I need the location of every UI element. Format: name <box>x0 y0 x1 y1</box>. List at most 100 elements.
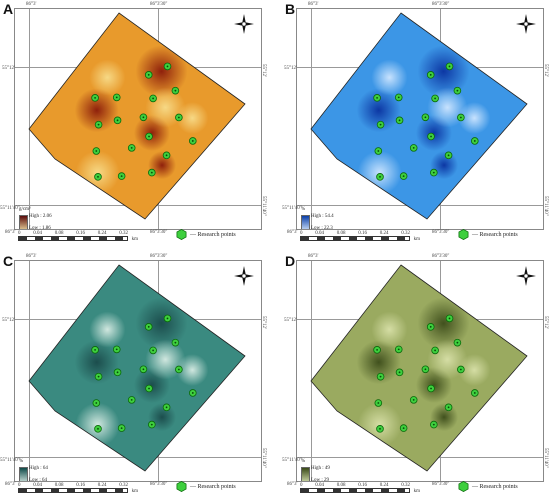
scale-unit: km <box>413 237 420 242</box>
surface-dark-spot <box>356 340 401 385</box>
legend-unit: % <box>19 459 24 464</box>
legend-color-ramp <box>19 215 28 229</box>
research-point-center <box>424 116 427 119</box>
interpolation-surface <box>310 12 528 220</box>
scale-bar: 0 0.04 0.08 0.16 0.24 0.32 km <box>18 483 138 494</box>
research-point-center <box>177 368 180 371</box>
panel-label: A <box>3 1 14 17</box>
scale-tick: 0.04 <box>315 231 324 236</box>
research-point-center <box>148 135 150 138</box>
scale-tick: 0.16 <box>76 483 85 488</box>
scale-bar-graphic <box>18 488 128 493</box>
interpolation-surface <box>28 264 246 472</box>
scale-bar-graphic <box>300 236 410 241</box>
surface-dark-spot <box>417 297 470 350</box>
research-point-key-icon <box>458 229 469 240</box>
scale-unit: km <box>413 489 420 494</box>
research-point-center <box>402 427 405 430</box>
surface-light-spot <box>458 102 491 135</box>
coordinate-label: 86°3' <box>5 482 16 487</box>
map-panel-d: D% High : 49 Low : 29 86°3' 86°3'30" 55°12' 55… <box>282 252 550 496</box>
north-arrow-icon <box>516 266 536 286</box>
legend-low: Low : 1.86 <box>29 226 51 230</box>
research-point-center <box>432 171 435 174</box>
surface-light-spot <box>176 102 209 135</box>
research-point-center <box>447 154 450 157</box>
surface-light-spot <box>357 402 402 447</box>
research-point-center <box>448 65 451 68</box>
research-point-center <box>459 116 462 119</box>
research-point-center <box>142 116 145 119</box>
research-point-center <box>379 427 381 430</box>
scale-tick: 0.24 <box>379 231 389 236</box>
research-point-center <box>130 398 133 401</box>
research-points-key-label: — Research points <box>472 484 518 490</box>
scale-tick: 0.08 <box>336 483 346 488</box>
legend-low: Low : 22.3 <box>311 226 333 230</box>
scale-tick: 0 <box>18 483 21 488</box>
graticule-line <box>29 261 30 481</box>
map-area <box>311 265 527 471</box>
legend-unit: % <box>301 207 306 212</box>
graticule-line <box>29 9 30 229</box>
coordinate-label: 55°11'40" <box>282 206 302 211</box>
map-frame: g/cm³ High : 2.06 Low : 1.86 <box>14 8 262 230</box>
research-point-center <box>424 368 427 371</box>
surface-light-spot <box>75 150 120 195</box>
research-point-center <box>120 427 123 430</box>
research-point-center <box>432 423 435 426</box>
scale-bar: 0 0.04 0.08 0.16 0.24 0.32 km <box>300 483 420 494</box>
coordinate-label: 86°3' <box>26 2 37 7</box>
research-point-center <box>379 375 382 378</box>
scale-tick: 0.16 <box>76 231 85 236</box>
scale-tick: 0.32 <box>401 231 410 236</box>
research-point-center <box>430 135 432 138</box>
interpolation-surface <box>28 12 246 220</box>
scale-tick: 0.08 <box>336 231 346 236</box>
legend-high: High : 64 <box>29 466 48 471</box>
coordinate-label: 86°3'30" <box>432 2 450 7</box>
coordinate-label: 55°12' <box>284 318 297 323</box>
research-point-center <box>398 119 401 122</box>
research-point-center <box>434 349 437 352</box>
coordinate-label: 86°3' <box>308 2 319 7</box>
legend-low: Low : 64 <box>29 478 48 482</box>
research-point-key-icon <box>176 229 187 240</box>
research-point-center <box>398 371 401 374</box>
scale-tick: 0.16 <box>358 483 367 488</box>
research-point-center <box>397 348 400 351</box>
research-point-key-icon <box>176 481 187 492</box>
map-frame: % High : 49 Low : 29 <box>296 260 544 482</box>
research-point-center <box>376 348 378 351</box>
research-point-center <box>448 317 451 320</box>
scale-tick: 0.04 <box>33 231 42 236</box>
surface-light-spot <box>75 402 120 447</box>
research-point-center <box>94 348 96 351</box>
coordinate-label: 55°11'40" <box>282 458 302 463</box>
research-point-center <box>147 73 150 76</box>
coordinate-label: 55°12' <box>261 316 266 329</box>
research-point-center <box>165 154 168 157</box>
surface-light-spot <box>176 354 209 387</box>
coordinate-label: 55°12' <box>261 64 266 77</box>
research-points-key-label: — Research points <box>190 484 236 490</box>
graticule-line <box>311 261 312 481</box>
research-point-center <box>150 423 153 426</box>
scale-tick: 0.24 <box>97 483 107 488</box>
research-point-center <box>97 123 100 126</box>
research-point-center <box>191 392 194 394</box>
map-area <box>29 265 245 471</box>
scale-tick: 0.24 <box>379 483 389 488</box>
map-panel-b: B% High : 54.4 Low : 22.3 86°3' 86°3'30" 55°1… <box>282 0 550 244</box>
research-point-center <box>447 406 450 409</box>
research-point-center <box>412 146 415 149</box>
coordinate-label: 55°12' <box>2 318 15 323</box>
scale-tick: 0.32 <box>401 483 410 488</box>
scale-tick: 0 <box>300 231 303 236</box>
research-point-center <box>97 175 99 178</box>
map-panel-c: C% High : 64 Low : 64 86°3' 86°3'30" 55°12' 55… <box>0 252 268 496</box>
scale-bar: 0 0.04 0.08 0.16 0.24 0.32 km <box>18 231 138 242</box>
surface-light-spot <box>371 311 408 348</box>
legend-unit: g/cm³ <box>19 207 31 212</box>
research-point-center <box>130 146 133 149</box>
